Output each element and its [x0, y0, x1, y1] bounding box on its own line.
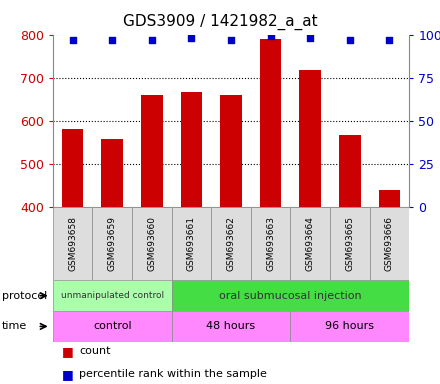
- Point: [69, 37, 76, 43]
- Bar: [62, 129, 84, 207]
- Point: [227, 37, 235, 43]
- Text: GDS3909 / 1421982_a_at: GDS3909 / 1421982_a_at: [123, 13, 317, 30]
- Bar: [141, 95, 163, 207]
- Point: [346, 37, 353, 43]
- Bar: [172, 207, 211, 280]
- Text: ■: ■: [62, 368, 73, 381]
- Text: protocol: protocol: [2, 291, 48, 301]
- Bar: [53, 207, 92, 280]
- Text: 48 hours: 48 hours: [206, 321, 256, 331]
- Bar: [53, 280, 172, 311]
- Text: GSM693661: GSM693661: [187, 216, 196, 271]
- Text: GSM693659: GSM693659: [108, 216, 117, 271]
- Text: oral submucosal injection: oral submucosal injection: [219, 291, 362, 301]
- Text: GSM693662: GSM693662: [227, 217, 235, 271]
- Text: GSM693665: GSM693665: [345, 216, 354, 271]
- Text: unmanipulated control: unmanipulated control: [61, 291, 164, 300]
- Text: ■: ■: [62, 345, 73, 358]
- Point: [307, 35, 314, 41]
- Bar: [290, 207, 330, 280]
- Bar: [172, 311, 290, 342]
- Point: [188, 35, 195, 41]
- Bar: [101, 139, 123, 207]
- Bar: [370, 207, 409, 280]
- Text: control: control: [93, 321, 132, 331]
- Bar: [180, 92, 202, 207]
- Bar: [339, 135, 361, 207]
- Bar: [172, 280, 409, 311]
- Point: [109, 37, 116, 43]
- Point: [267, 33, 274, 40]
- Bar: [330, 207, 370, 280]
- Text: GSM693664: GSM693664: [306, 217, 315, 271]
- Bar: [290, 311, 409, 342]
- Bar: [260, 39, 282, 207]
- Text: GSM693666: GSM693666: [385, 216, 394, 271]
- Text: percentile rank within the sample: percentile rank within the sample: [79, 369, 267, 379]
- Bar: [53, 311, 172, 342]
- Text: GSM693660: GSM693660: [147, 216, 156, 271]
- Bar: [211, 207, 251, 280]
- Text: GSM693663: GSM693663: [266, 216, 275, 271]
- Bar: [132, 207, 172, 280]
- Point: [386, 37, 393, 43]
- Text: GSM693658: GSM693658: [68, 216, 77, 271]
- Bar: [220, 95, 242, 207]
- Point: [148, 37, 155, 43]
- Text: count: count: [79, 346, 111, 356]
- Bar: [299, 70, 321, 207]
- Text: time: time: [2, 321, 27, 331]
- Bar: [251, 207, 290, 280]
- Bar: [92, 207, 132, 280]
- Bar: [378, 190, 400, 207]
- Text: 96 hours: 96 hours: [325, 321, 374, 331]
